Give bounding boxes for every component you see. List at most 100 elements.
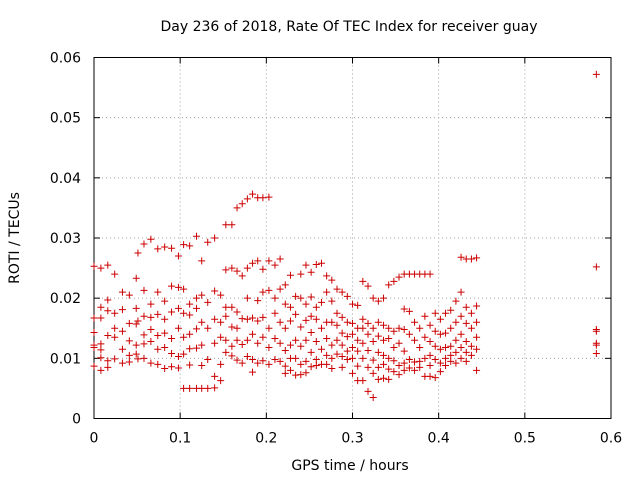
data-point — [338, 313, 346, 321]
data-point — [431, 309, 439, 317]
data-point — [243, 264, 251, 272]
data-point — [97, 303, 105, 311]
data-point — [97, 314, 105, 322]
data-point — [442, 344, 450, 352]
data-point — [436, 359, 444, 367]
data-point — [467, 351, 475, 359]
data-point — [90, 344, 98, 352]
data-point — [426, 270, 434, 278]
data-point — [180, 241, 188, 249]
data-point — [147, 300, 155, 308]
data-point — [281, 324, 289, 332]
data-point — [343, 318, 351, 326]
data-point — [390, 327, 398, 335]
data-point — [271, 261, 279, 269]
data-point — [168, 334, 176, 342]
data-point — [297, 360, 305, 368]
data-point — [343, 292, 351, 300]
data-point — [111, 270, 119, 278]
data-point — [104, 331, 112, 339]
data-point — [228, 264, 236, 272]
data-point — [442, 329, 450, 337]
data-point — [328, 341, 336, 349]
data-point — [281, 300, 289, 308]
data-point — [457, 330, 465, 338]
data-point — [204, 238, 212, 246]
data-point — [457, 288, 465, 296]
data-point — [281, 362, 289, 370]
data-point — [174, 304, 182, 312]
data-point — [104, 296, 112, 304]
data-point — [286, 271, 294, 279]
data-point — [323, 360, 331, 368]
data-point — [238, 272, 246, 280]
data-point — [174, 324, 182, 332]
data-point — [259, 357, 267, 365]
data-point — [333, 350, 341, 358]
data-point — [211, 287, 219, 295]
data-point — [452, 336, 460, 344]
data-point — [369, 324, 377, 332]
data-point — [134, 355, 142, 363]
data-point — [180, 309, 188, 317]
data-point — [228, 303, 236, 311]
data-point — [259, 313, 267, 321]
data-point — [217, 291, 225, 299]
data-point — [462, 357, 470, 365]
data-point — [297, 323, 305, 331]
data-point — [132, 320, 140, 328]
data-point — [281, 369, 289, 377]
data-point — [333, 336, 341, 344]
data-point — [436, 315, 444, 323]
data-point — [317, 324, 325, 332]
data-point — [286, 341, 294, 349]
data-point — [168, 244, 176, 252]
data-point — [186, 345, 194, 353]
data-point — [374, 363, 382, 371]
data-point — [457, 312, 465, 320]
data-point — [359, 354, 367, 362]
data-point — [276, 285, 284, 293]
data-point — [323, 288, 331, 296]
data-point — [186, 242, 194, 250]
data-point — [447, 357, 455, 365]
data-point — [380, 321, 388, 329]
data-point — [426, 372, 434, 380]
data-point — [222, 336, 230, 344]
data-point — [254, 297, 262, 305]
data-point — [400, 305, 408, 313]
data-point — [238, 359, 246, 367]
data-point — [249, 330, 257, 338]
data-point — [161, 344, 169, 352]
data-point — [233, 324, 241, 332]
data-point — [193, 304, 201, 312]
data-point — [276, 357, 284, 365]
data-point — [349, 344, 356, 352]
data-point — [349, 369, 356, 377]
data-point — [317, 345, 325, 353]
data-point — [431, 356, 439, 364]
data-point — [390, 357, 398, 365]
y-axis-label: ROTI / TECUs — [7, 192, 23, 284]
data-point — [276, 318, 284, 326]
data-point — [265, 324, 273, 332]
data-point — [90, 314, 98, 322]
data-point — [211, 384, 219, 392]
y-tick-label: 0 — [72, 412, 81, 428]
data-point — [198, 384, 206, 392]
data-point — [132, 341, 140, 349]
x-tick-label: 0.4 — [428, 431, 450, 447]
data-point — [328, 318, 336, 326]
data-point — [312, 362, 320, 370]
data-point — [374, 348, 382, 356]
data-point — [312, 315, 320, 323]
data-point — [431, 327, 439, 335]
data-point — [328, 297, 336, 305]
data-point — [174, 283, 182, 291]
data-point — [174, 353, 182, 361]
x-tick-label: 0.6 — [600, 431, 622, 447]
data-point — [374, 318, 382, 326]
data-point — [323, 334, 331, 342]
data-point — [462, 319, 470, 327]
data-point — [462, 337, 470, 345]
